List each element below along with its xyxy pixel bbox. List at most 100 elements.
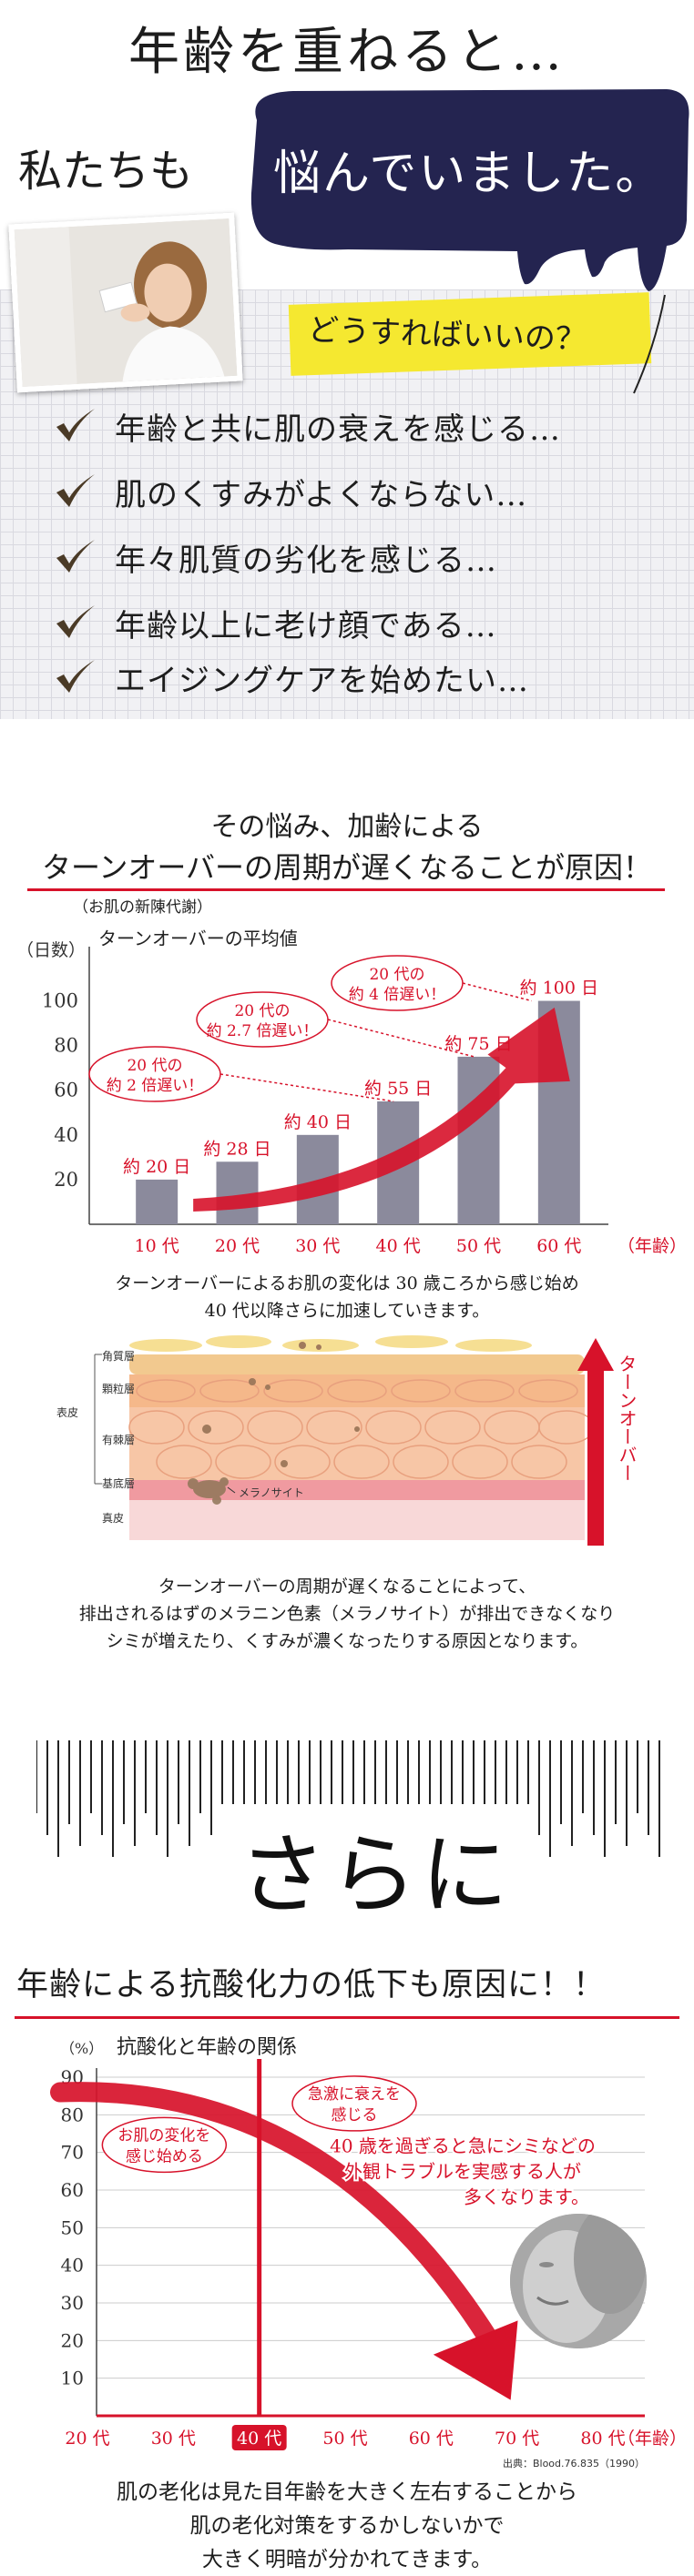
check-item: 肌のくすみがよくならない… [53,466,527,517]
annotation-line1: 急激に衰えを [308,2085,401,2104]
x-tick-label: 10 代 [135,1236,179,1256]
y-axis-label: （%） [60,2040,103,2057]
y-tick-label: 50 [61,2216,84,2238]
sarani-text: さらに [219,1804,532,1931]
highlight-tick-bg [231,2425,287,2450]
bar-value-label: 約 40 日 [284,1112,352,1132]
we-too-text: 私たちも [18,146,194,197]
x-tick-label: 50 代 [456,1236,501,1256]
turnover-explain-1b: 40 代以降さらに加速していきます。 [204,1301,490,1321]
callout-line1: 20 代の [369,966,424,984]
check-item: 年々肌質の劣化を感じる… [53,532,497,583]
checkmark-icon [56,409,95,441]
hero-section: 年齢を重ねると… 私たちも 悩んでいました。 どうすればいいの？ 年齢と共に肌の… [0,0,694,719]
y-tick-label: 60 [54,1080,78,1101]
label-basal: 基底層 [102,1476,135,1490]
chart-title: ターンオーバーの平均値 [98,928,298,949]
callout-line2: 約 2.7 倍遅い！ [207,1022,319,1040]
callout-line2: 約 4 倍遅い！ [349,986,446,1004]
y-tick-label: 10 [61,2368,84,2389]
checkmark-icon [56,660,95,693]
y-tick-label: 30 [61,2292,84,2314]
chart-note-line: 多くなります。 [464,2186,589,2208]
checkmark-icon [56,540,95,573]
rising-arrow-icon [193,1007,570,1212]
x-tick-label: 40 代 [376,1236,421,1256]
y-tick-label: 40 [54,1124,78,1146]
turnover-explain-1a: ターンオーバーによるお肌の変化は 30 歳ころから感じ始め [115,1273,579,1293]
callout-leader [462,982,533,1002]
worried-text: 悩んでいました。 [273,147,665,201]
label-epidermis: 表皮 [56,1406,78,1419]
label-dermis: 真皮 [102,1512,124,1525]
callout-line1: 20 代の [234,1002,290,1020]
y-tick-label: 70 [61,2142,84,2164]
turnover-bar-chart: （日数） ターンオーバーの平均値 20 40 60 80 100 10 代 約 20 日 20 代… [16,928,678,1256]
callout-leader [219,1073,394,1102]
annotation-bubble [291,2075,417,2132]
turnover-arrow-icon [577,1338,614,1546]
face-photo [510,2214,647,2348]
navy-paint-blob [250,89,689,291]
final-message: 肌の老化は見た目年齢を大きく左右することから 肌の老化対策をするかしないかで 大… [117,2480,577,2571]
skin-layer-diagram: 表皮 角質層 顆粒層 有棘層 基底層 真皮 メラノサイト ターンオーバー [56,1333,638,1546]
decline-arrowhead-icon [433,2320,518,2400]
decline-curve [50,2082,500,2351]
check-item: エイジングケアを始めたい… [53,652,529,703]
bar [136,1179,179,1224]
chart-note-line: 40 歳を過ぎると急にシミなどの [330,2135,596,2157]
bar [216,1161,259,1224]
turnover-note: （お肌の新陳代謝） [73,898,212,917]
x-tick-label: 30 代 [295,1236,340,1256]
label-melanocyte: メラノサイト [239,1486,304,1499]
check-item: 年齢と共に肌の衰えを感じる… [53,401,561,451]
callout-leader [327,1019,475,1058]
source-note: 出典：Blood.76.835（1990） [503,2457,645,2469]
turnover-vertical-label: ターンオーバー [616,1354,638,1482]
turnover-explain-2c: シミが増えたり、くすみが濃くなったりする原因となります。 [106,1631,588,1651]
callout-line2: 約 2 倍遅い！ [107,1077,204,1095]
x-axis-label: （年齢） [617,1236,678,1256]
bar-value-label: 約 20 日 [123,1157,190,1177]
turnover-title-line1: その悩み、加齢による [210,811,484,843]
x-tick-label: 20 代 [215,1236,260,1256]
label-granular: 顆粒層 [102,1382,135,1395]
x-tick-label: 60 代 [536,1236,581,1256]
x-tick-label: 40 代 [237,2429,281,2449]
bar-value-label: 約 55 日 [364,1079,432,1099]
hero-headline: 年齢を重ねると… [128,23,566,82]
woman-photo [8,212,243,393]
y-tick-label: 100 [42,990,78,1012]
antioxidant-title: 年齢による抗酸化力の低下も原因に！！ [16,1967,606,2003]
x-tick-label: 80 代 [580,2429,625,2449]
annotation-line1: お肌の変化を [117,2126,210,2145]
checkmark-icon [56,605,95,638]
y-axis-label: （日数） [16,940,86,960]
label-spinous: 有棘層 [102,1434,135,1446]
x-tick-label: 50 代 [322,2429,367,2449]
x-tick-label: 30 代 [151,2429,196,2449]
checkmark-icon [56,474,95,507]
bar-value-label: 約 28 日 [203,1139,270,1159]
y-tick-label: 20 [54,1169,78,1191]
x-tick-label: 70 代 [495,2429,539,2449]
x-tick-label: 20 代 [65,2429,109,2449]
y-tick-label: 40 [61,2255,84,2277]
label-corneum: 角質層 [102,1349,135,1363]
y-tick-label: 80 [61,2104,84,2125]
title-underline [15,2016,679,2019]
x-tick-label: 60 代 [409,2429,454,2449]
chart-note-line: 外観トラブルを実感する人が [344,2161,581,2183]
turnover-title-line2: ターンオーバーの周期が遅くなることが原因！ [41,850,653,885]
annotation-bubble [101,2116,228,2174]
annotation-line2: 感じ始める [126,2147,203,2165]
y-tick-label: 80 [54,1035,78,1057]
y-tick-label: 20 [61,2329,84,2351]
y-tick-label: 60 [61,2179,84,2201]
chart-title: 抗酸化と年齢の関係 [117,2036,297,2059]
callout-line1: 20 代の [127,1057,182,1075]
question-pointer-line [633,294,666,394]
check-item: 年齢以上に老け顔である… [53,597,497,648]
bar-value-label: 約 100 日 [520,979,598,999]
